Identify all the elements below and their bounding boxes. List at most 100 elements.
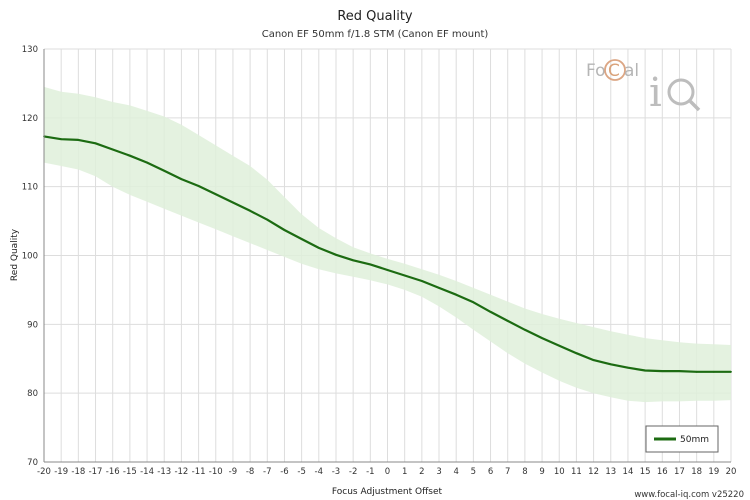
y-tick-label: 90 [27,320,38,330]
x-tick-label: -7 [263,467,271,477]
data-point-50mm [77,138,80,141]
data-point-50mm [146,161,148,164]
data-point-50mm [249,209,252,212]
x-tick-label: -8 [246,467,254,477]
x-tick-label: -19 [54,467,68,477]
y-tick-label: 80 [27,389,38,399]
x-tick-label: 17 [674,467,685,477]
svg-text:C: C [608,61,620,81]
x-tick-label: -9 [229,467,237,477]
x-tick-label: -13 [157,467,171,477]
data-point-50mm [197,185,200,187]
x-tick-label: -2 [349,467,357,477]
data-point-50mm [558,344,561,347]
chart-subtitle: Canon EF 50mm f/1.8 STM (Canon EF mount) [262,29,489,40]
x-tick-label: -16 [106,467,120,477]
data-point-50mm [541,337,543,339]
data-point-50mm [128,154,131,157]
data-point-50mm [472,301,475,304]
y-tick-label: 110 [22,183,38,193]
x-tick-label: -14 [140,467,154,477]
x-tick-label: 3 [436,467,441,477]
data-point-50mm [644,369,647,372]
y-tick-label: 70 [27,458,38,468]
x-tick-label: 7 [505,467,510,477]
svg-text:al: al [624,61,639,81]
data-point-50mm [506,319,509,322]
x-tick-label: 2 [419,467,424,477]
x-tick-label: 20 [726,467,737,477]
data-point-50mm [609,363,612,366]
data-point-50mm [489,311,492,313]
svg-text:i: i [649,70,662,116]
x-tick-label: 10 [554,467,565,477]
data-point-50mm [695,370,698,373]
x-tick-label: -6 [280,467,288,477]
x-tick-labels: -20 -19 -18 -17 -16 -15 -14 -13 -12 -11 -10 -9 -8 -7-… [37,467,736,477]
data-point-50mm [678,370,681,373]
data-point-50mm [214,193,217,196]
y-tick-label: 130 [22,45,38,55]
x-tick-label: 14 [623,467,634,477]
y-tick-labels: 70 80 90 100 110 120 130 [22,45,38,468]
data-point-50mm [317,247,320,249]
footer-credit: www.focal-iq.com v25220 [634,490,744,500]
x-tick-label: 6 [488,467,493,477]
x-tick-label: 5 [471,467,476,477]
data-point-50mm [163,169,166,172]
x-tick-label: 18 [691,467,702,477]
data-point-50mm [730,370,732,373]
data-point-50mm [232,201,234,204]
data-point-50mm [386,269,389,271]
chart-title: Red Quality [337,9,413,24]
data-point-50mm [180,178,183,180]
data-point-50mm [335,253,337,256]
x-tick-label: -1 [366,467,374,477]
data-point-50mm [455,293,458,296]
data-point-50mm [111,148,114,151]
x-tick-label: -20 [37,467,51,477]
data-point-50mm [712,370,715,373]
x-tick-label: -10 [209,467,223,477]
data-point-50mm [352,259,355,262]
x-tick-label: 12 [588,467,599,477]
x-tick-label: 16 [657,467,668,477]
focal-iq-logo: Fo C al i [586,59,701,116]
x-tick-label: 19 [708,467,719,477]
data-point-50mm [575,352,578,355]
x-tick-label: 0 [385,467,390,477]
x-tick-label: -18 [71,467,85,477]
x-tick-label: -17 [89,467,103,477]
x-axis-title: Focus Adjustment Offset [332,487,443,497]
x-tick-label: -4 [315,467,323,477]
x-tick-label: 4 [453,467,458,477]
x-tick-label: 9 [539,467,544,477]
data-point-50mm [592,359,595,362]
data-point-50mm [266,218,269,221]
svg-text:Fo: Fo [586,61,606,81]
data-point-50mm [661,370,664,373]
data-point-50mm [627,366,629,369]
y-axis-title: Red Quality [10,228,20,281]
quality-range-band [44,86,731,403]
x-tick-label: 8 [522,467,527,477]
x-tick-label: -5 [297,467,305,477]
x-tick-label: 15 [640,467,651,477]
legend: 50mm [645,425,719,453]
y-tick-label: 120 [22,114,38,124]
x-tick-label: -11 [192,467,206,477]
legend-label-50mm: 50mm [680,435,709,445]
data-point-50mm [420,280,423,282]
x-tick-label: 13 [605,467,616,477]
data-point-50mm [94,142,97,145]
x-tick-label: -3 [332,467,340,477]
x-tick-label: 1 [402,467,407,477]
data-point-50mm [403,274,406,277]
data-point-50mm [300,238,303,240]
data-point-50mm [438,286,440,289]
x-tick-label: -15 [123,467,137,477]
data-point-50mm [524,328,526,331]
axes [43,49,731,463]
y-tick-label: 100 [22,252,38,262]
